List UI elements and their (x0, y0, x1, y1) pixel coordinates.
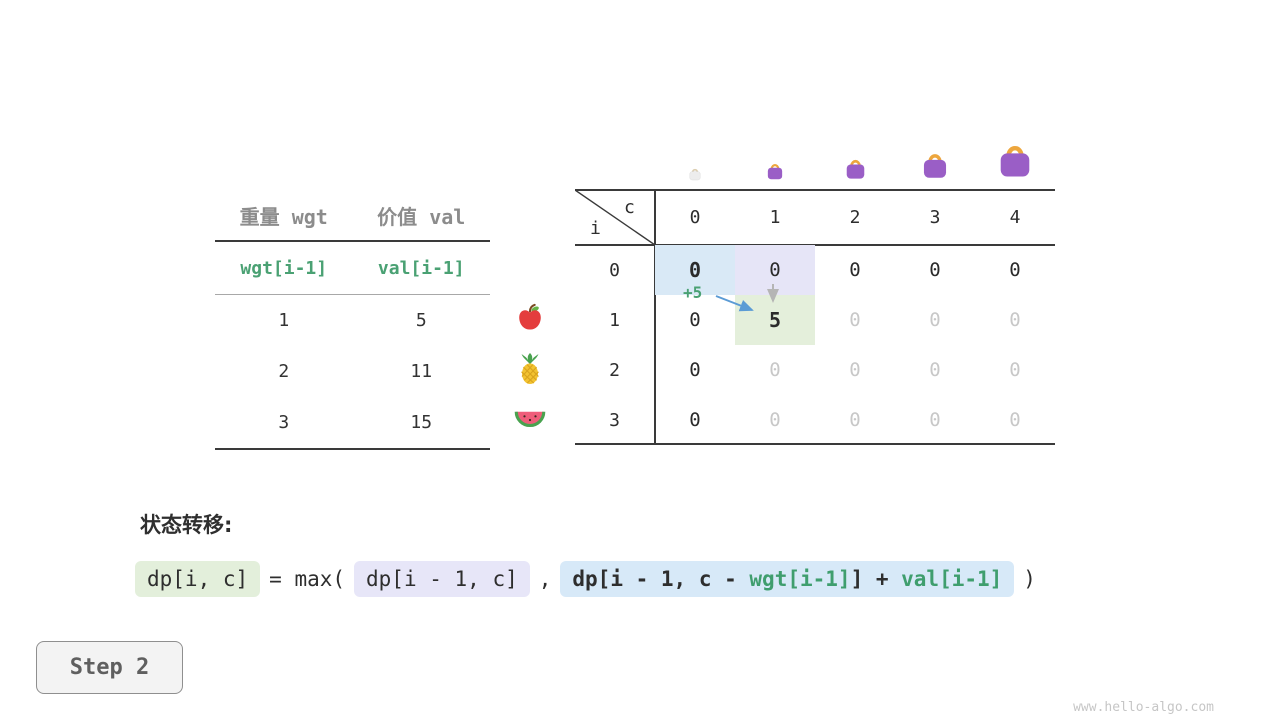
dp-cell: 0 (849, 409, 861, 431)
items-table-var-row: wgt[i-1] val[i-1] (215, 242, 490, 295)
dp-cell: 0 (929, 259, 941, 281)
formula-comma: , (538, 567, 552, 591)
capacity-bags-row (655, 124, 1055, 182)
bag-icon-empty (689, 168, 701, 181)
dp-col-header: 2 (849, 207, 861, 228)
items-table-row: 1 5 (215, 295, 490, 346)
dp-row-header: 1 (609, 309, 620, 331)
items-table-header: 重量 wgt 价值 val (215, 190, 490, 242)
corner-diagonal (575, 190, 655, 245)
dp-cell-source-diagonal: 0 (655, 245, 735, 295)
corner-col-var: c (624, 197, 635, 218)
dp-cell: 0 (689, 409, 701, 431)
formula-take-val: val[i-1] (901, 567, 1003, 591)
items-table-row: 2 11 (215, 346, 490, 397)
formula-take-wgt: wgt[i-1] (749, 567, 851, 591)
dp-cell-source-above: 0 (735, 245, 815, 295)
watermelon-icon (514, 409, 546, 435)
step-indicator: Step 2 (36, 641, 183, 694)
state-transition-label: 状态转移: (140, 513, 233, 537)
dp-cell: 0 (1009, 259, 1021, 281)
dp-cell: 0 (1009, 359, 1021, 381)
state-transition-formula: dp[i, c] = max( dp[i - 1, c] , dp[i - 1,… (135, 561, 1036, 597)
col-header-weight: 重量 wgt (239, 204, 328, 229)
bag-icon-4 (1000, 146, 1030, 177)
dp-col-header: 1 (769, 207, 781, 228)
item-value: 11 (410, 361, 433, 382)
site-watermark: www.hello-algo.com (1073, 700, 1214, 715)
dp-col-header: 4 (1009, 207, 1021, 228)
dp-cell: 0 (689, 359, 701, 381)
apple-icon (515, 303, 545, 337)
dp-col-headers: 0 1 2 3 4 (655, 190, 1055, 245)
dp-cell: 0 (849, 359, 861, 381)
items-table: 重量 wgt 价值 val wgt[i-1] val[i-1] 1 5 2 11… (215, 190, 490, 450)
item-value: 5 (415, 310, 427, 331)
bag-icon-1 (767, 164, 783, 180)
formula-close-paren: ) (1023, 567, 1036, 591)
dp-table-bottom-border (575, 443, 1055, 445)
item-weight: 1 (278, 310, 290, 331)
item-weight: 3 (278, 412, 290, 433)
dp-row-headers: 0 1 2 3 (575, 245, 654, 445)
dp-row-header: 2 (609, 359, 620, 381)
dp-cell: 0 (769, 359, 781, 381)
dp-col-header: 0 (689, 207, 701, 228)
dp-table-cells: 0 0 0 0 0 0 5 0 0 0 0 0 0 0 0 0 0 0 0 0 (655, 245, 1055, 445)
transition-value-annotation: +5 (683, 283, 703, 302)
wgt-var-label: wgt[i-1] (240, 257, 328, 279)
dp-table-header-border (575, 244, 1055, 246)
formula-option-keep: dp[i - 1, c] (354, 561, 530, 597)
dp-table-vertical-border (654, 190, 656, 445)
col-header-value: 价值 val (377, 204, 466, 229)
dp-cell: 0 (929, 359, 941, 381)
formula-option-take: dp[i - 1, c - wgt[i-1]] + val[i-1] (560, 561, 1015, 597)
item-weight: 2 (278, 361, 290, 382)
dp-cell: 0 (1009, 309, 1021, 331)
formula-lhs: dp[i, c] (135, 561, 261, 597)
dp-cell-target: 5 (735, 295, 815, 345)
formula-take-part1: dp[i - 1, c - (572, 567, 750, 591)
corner-row-var: i (590, 218, 601, 239)
dp-row-header: 0 (609, 259, 620, 281)
formula-equals-max: = max( (269, 567, 346, 591)
dp-cell: 0 (769, 409, 781, 431)
dp-col-header: 3 (929, 207, 941, 228)
val-var-label: val[i-1] (377, 257, 465, 279)
dp-cell: 0 (849, 309, 861, 331)
bag-icon-2 (846, 159, 864, 179)
formula-take-part3: ] + (850, 567, 902, 591)
dp-cell: 0 (1009, 409, 1021, 431)
items-table-row: 3 15 (215, 397, 490, 450)
dp-cell: 0 (929, 309, 941, 331)
dp-table-top-border (575, 189, 1055, 191)
dp-row-header: 3 (609, 409, 620, 431)
bag-icon-3 (923, 154, 947, 178)
dp-cell: 0 (689, 309, 701, 331)
dp-cell: 0 (929, 409, 941, 431)
dp-cell: 0 (849, 259, 861, 281)
item-value: 15 (410, 412, 433, 433)
pineapple-icon (515, 353, 545, 389)
